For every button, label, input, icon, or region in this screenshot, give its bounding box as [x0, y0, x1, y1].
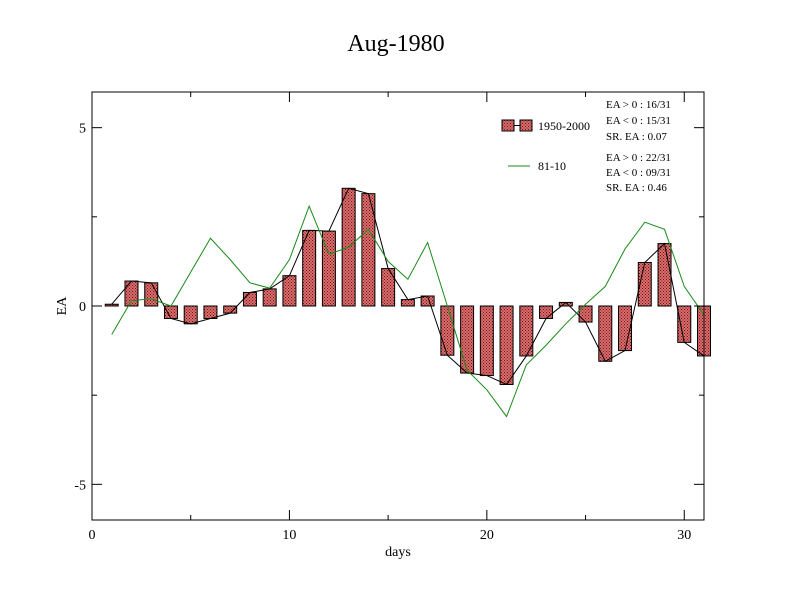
chart-title: Aug-1980	[347, 31, 444, 57]
stat-81-10-positive: EA > 0 : 22/31	[606, 152, 671, 164]
stat-1950-2000-sr: SR. EA : 0.07	[606, 131, 667, 143]
bar-day-4	[163, 305, 178, 319]
y-axis-label: EA	[55, 296, 70, 316]
bar-day-21	[499, 305, 514, 385]
bar-day-15	[381, 268, 396, 307]
stats-81-10: EA > 0 : 22/31 EA < 0 : 09/31 SR. EA : 0…	[606, 152, 671, 194]
bar-day-22	[519, 305, 534, 357]
legend-label-1950-2000: 1950-2000	[538, 119, 590, 133]
bar-day-5	[183, 305, 198, 325]
x-tick-label-0: 0	[89, 528, 96, 543]
axes: 0 10 20 30 -5 0 5	[74, 92, 704, 543]
legend-entry-81-10: 81-10	[508, 159, 566, 173]
bar-day-16	[400, 299, 415, 307]
bar-day-30	[677, 305, 692, 343]
bar-day-2	[124, 280, 139, 307]
bar-day-10	[282, 275, 297, 307]
stat-1950-2000-negative: EA < 0 : 15/31	[606, 115, 671, 127]
x-axis-label: days	[385, 545, 411, 560]
y-tick-label-0: 0	[79, 300, 86, 315]
bar-day-3	[144, 282, 159, 307]
legend-label-81-10: 81-10	[538, 159, 566, 173]
legend-bar-swatch-right	[519, 119, 533, 132]
bar-day-9	[262, 288, 277, 307]
stats-1950-2000: EA > 0 : 16/31 EA < 0 : 15/31 SR. EA : 0…	[606, 99, 671, 143]
series-1950-2000-line	[111, 187, 705, 386]
stat-81-10-negative: EA < 0 : 09/31	[606, 167, 671, 179]
bar-day-7	[223, 305, 238, 314]
stat-1950-2000-positive: EA > 0 : 16/31	[606, 99, 671, 111]
y-tick-label-5: 5	[79, 122, 86, 137]
stat-81-10-sr: SR. EA : 0.46	[606, 182, 667, 194]
x-tick-label-30: 30	[677, 528, 691, 543]
bar-day-19	[460, 305, 475, 374]
bar-day-18	[440, 305, 455, 356]
legend-bar-swatch-left	[501, 119, 515, 132]
x-tick-label-10: 10	[282, 528, 296, 543]
bar-day-6	[203, 305, 218, 319]
legend-entry-1950-2000: 1950-2000	[501, 119, 590, 133]
bar-day-8	[242, 291, 257, 307]
series-81-10-line	[111, 204, 705, 418]
bar-day-23	[539, 305, 554, 319]
bar-day-29	[657, 243, 672, 307]
plot-area	[104, 187, 711, 418]
legend: 1950-2000 81-10 EA > 0 : 16/31 EA < 0 : …	[501, 99, 671, 194]
y-tick-label--5: -5	[74, 478, 86, 493]
bar-day-20	[479, 305, 494, 377]
bar-day-1	[104, 303, 119, 307]
x-tick-label-20: 20	[480, 528, 494, 543]
